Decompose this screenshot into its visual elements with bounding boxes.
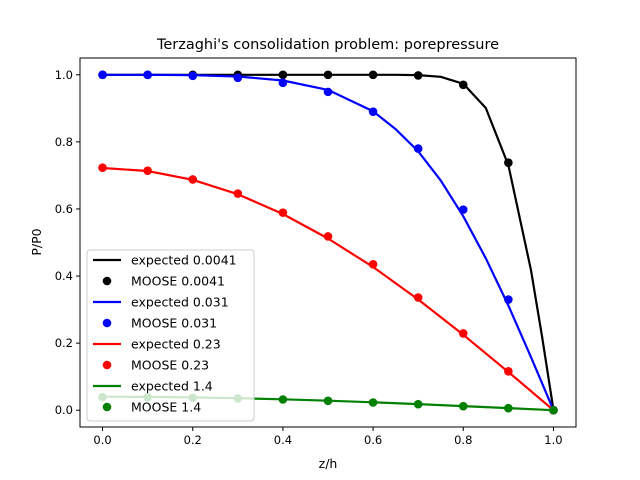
- y-axis-label: P/P0: [29, 228, 44, 255]
- data-point: [413, 293, 423, 302]
- x-tick-label: 0.0: [93, 433, 111, 447]
- data-point: [233, 189, 243, 198]
- data-point: [504, 367, 513, 376]
- y-tick-label: 0.0: [55, 403, 73, 417]
- x-tick-label: 0.6: [364, 433, 382, 447]
- data-point: [458, 401, 468, 411]
- data-point: [278, 70, 288, 80]
- legend-label: MOOSE 1.4: [131, 400, 201, 415]
- legend-label: MOOSE 0.031: [131, 316, 217, 331]
- data-point: [143, 70, 152, 80]
- axes: 0.0 0.2 0.4 0.6 0.8 1.0 0.0 0.2 0.4 0.6 0.8 1.0: [55, 57, 577, 447]
- legend-marker-swatch: [102, 318, 112, 328]
- data-point: [413, 144, 423, 153]
- legend: expected 0.0041 MOOSE 0.0041 expected 0.03…: [86, 249, 255, 422]
- legend-label: MOOSE 0.23: [131, 358, 209, 373]
- data-point: [323, 232, 333, 241]
- data-point: [368, 107, 378, 116]
- x-tick-label: 0.2: [184, 433, 202, 447]
- legend-marker-swatch: [102, 276, 112, 286]
- data-point: [368, 398, 378, 407]
- data-point: [278, 395, 288, 404]
- data-point: [458, 80, 468, 90]
- legend-label: expected 0.031: [131, 295, 229, 310]
- data-point: [323, 396, 333, 406]
- x-tick-label: 0.8: [454, 433, 472, 447]
- legend-marker-swatch: [102, 402, 112, 412]
- data-point: [323, 87, 333, 97]
- data-point: [188, 71, 198, 81]
- legend-marker-swatch: [102, 360, 112, 370]
- chart-title: Terzaghi's consolidation problem: porepr…: [156, 37, 499, 53]
- y-tick-label: 0.2: [55, 336, 73, 350]
- data-point: [368, 260, 378, 269]
- legend-label: expected 0.23: [131, 337, 221, 352]
- x-tick-label: 1.0: [544, 433, 562, 447]
- data-point: [504, 403, 513, 413]
- data-point: [233, 73, 243, 83]
- data-point: [323, 70, 333, 80]
- data-point: [458, 205, 468, 214]
- data-point: [98, 163, 107, 172]
- y-tick-label: 1.0: [55, 68, 73, 82]
- data-point: [278, 208, 288, 217]
- series-line-2: [102, 73, 555, 411]
- data-point: [98, 70, 107, 80]
- legend-label: expected 1.4: [131, 379, 213, 394]
- y-tick-label: 0.8: [55, 135, 73, 149]
- legend-label: MOOSE 0.0041: [131, 274, 225, 289]
- axes-frame: [79, 57, 577, 428]
- legend-label: expected 0.0041: [131, 253, 237, 268]
- data-point: [549, 405, 558, 415]
- data-point: [413, 71, 423, 80]
- data-point: [368, 70, 378, 80]
- data-point: [188, 175, 198, 184]
- data-point: [504, 158, 513, 167]
- y-tick-label: 0.6: [55, 202, 73, 216]
- data-point: [143, 166, 152, 176]
- x-axis-label: z/h: [319, 456, 338, 471]
- data-point: [458, 329, 468, 338]
- legend-box: [86, 249, 255, 422]
- data-point: [278, 78, 288, 88]
- data-point: [413, 399, 423, 409]
- x-tick-label: 0.4: [274, 433, 292, 447]
- data-point: [504, 295, 513, 304]
- y-tick-label: 0.4: [55, 269, 73, 283]
